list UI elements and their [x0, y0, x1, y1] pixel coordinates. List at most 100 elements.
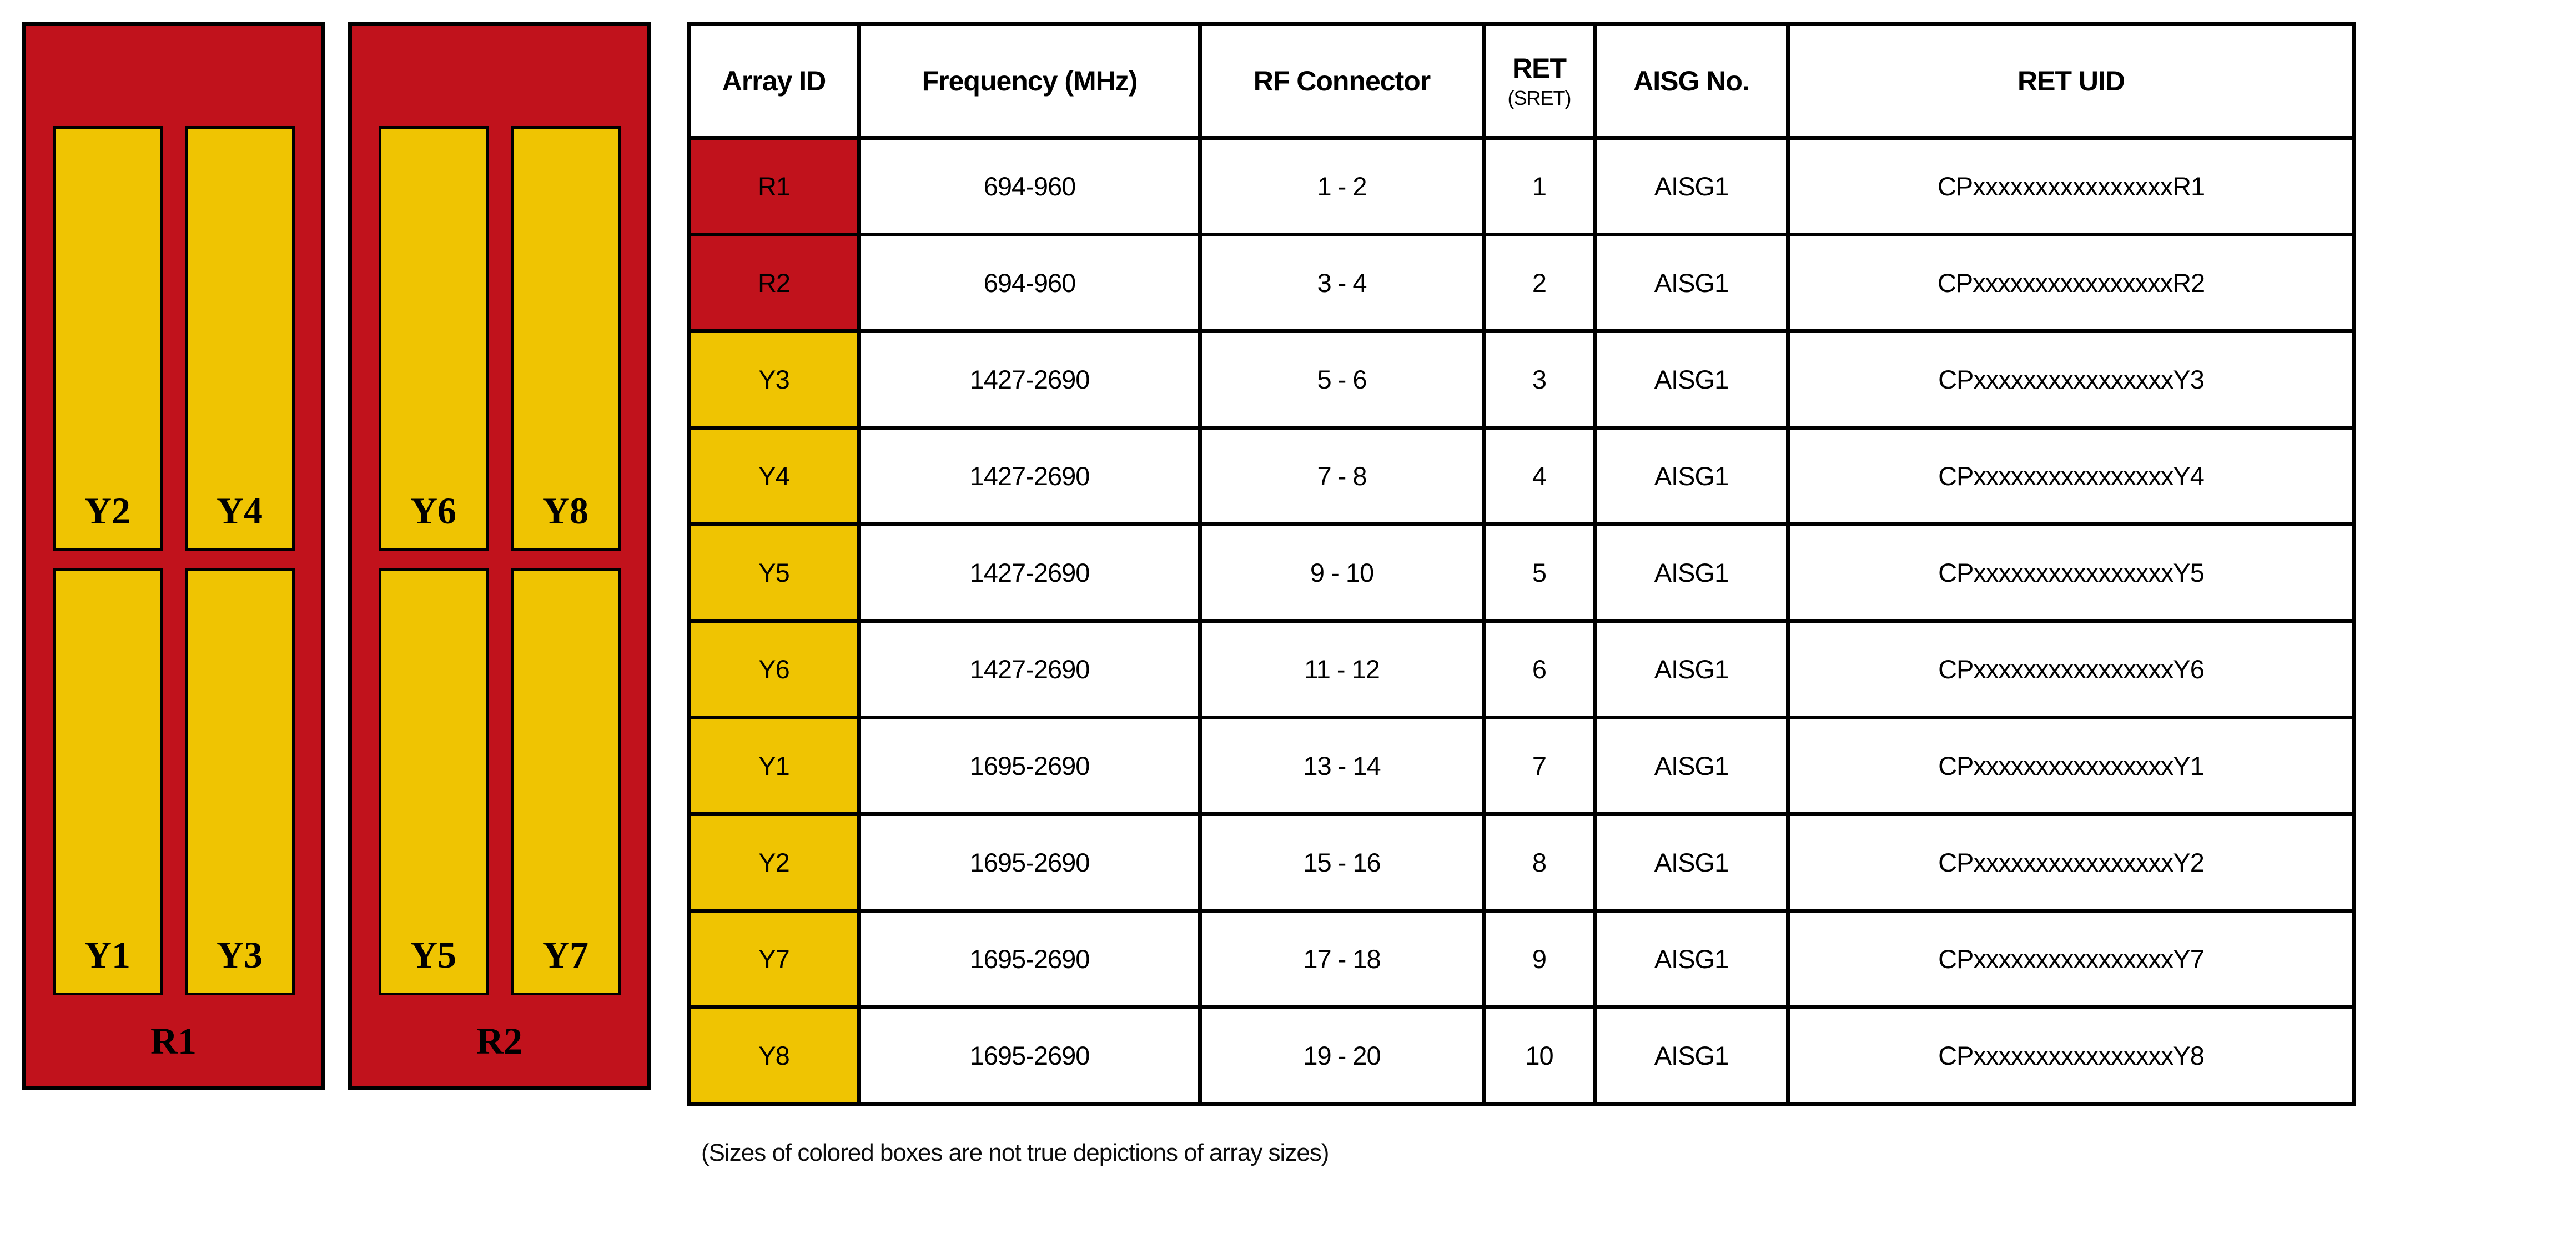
panel-r1-bottom-row: Y1 Y3 — [26, 568, 321, 995]
cell-ret: 7 — [1482, 716, 1597, 816]
cell-ret: 2 — [1482, 233, 1597, 333]
table-row: Y4 1427-2690 7 - 8 4 AISG1 CPxxxxxxxxxxx… — [687, 426, 2356, 526]
cell-aisg: AISG1 — [1593, 619, 1790, 719]
cell-array-id: Y2 — [687, 812, 861, 913]
array-box-label: Y3 — [216, 934, 263, 976]
cell-frequency: 1427-2690 — [857, 426, 1202, 526]
cell-rf-connector: 5 - 6 — [1198, 329, 1486, 430]
array-box: Y5 — [378, 568, 489, 995]
array-box: Y3 — [184, 568, 295, 995]
cell-array-id: R1 — [687, 136, 861, 236]
panel-r1-top-row: Y2 Y4 — [26, 126, 321, 551]
diagram-caption: (Sizes of colored boxes are not true dep… — [701, 1139, 1329, 1166]
cell-frequency: 694-960 — [857, 136, 1202, 236]
array-box-label: Y2 — [84, 490, 131, 532]
array-box-label: Y8 — [542, 490, 589, 532]
array-box-label: Y7 — [542, 934, 589, 976]
cell-frequency: 1427-2690 — [857, 522, 1202, 623]
cell-aisg: AISG1 — [1593, 522, 1790, 623]
cell-ret-uid: CPxxxxxxxxxxxxxxxxR1 — [1786, 136, 2356, 236]
panel-label: R1 — [150, 1020, 197, 1062]
cell-rf-connector: 19 - 20 — [1198, 1005, 1486, 1106]
cell-array-id: Y4 — [687, 426, 861, 526]
cell-rf-connector: 11 - 12 — [1198, 619, 1486, 719]
cell-frequency: 1695-2690 — [857, 1005, 1202, 1106]
table-row: R2 694-960 3 - 4 2 AISG1 CPxxxxxxxxxxxxx… — [687, 233, 2356, 333]
array-box: Y7 — [510, 568, 621, 995]
header-row: Array ID Frequency (MHz) RF Connector RE… — [687, 22, 2356, 140]
cell-aisg: AISG1 — [1593, 136, 1790, 236]
cell-aisg: AISG1 — [1593, 329, 1790, 430]
cell-frequency: 1695-2690 — [857, 812, 1202, 913]
cell-rf-connector: 17 - 18 — [1198, 909, 1486, 1009]
cell-array-id: Y3 — [687, 329, 861, 430]
cell-rf-connector: 15 - 16 — [1198, 812, 1486, 913]
cell-ret-uid: CPxxxxxxxxxxxxxxxxY6 — [1786, 619, 2356, 719]
antenna-panel-r2: Y6 Y8 Y5 Y7 R2 — [348, 22, 651, 1090]
cell-frequency: 694-960 — [857, 233, 1202, 333]
table-row: R1 694-960 1 - 2 1 AISG1 CPxxxxxxxxxxxxx… — [687, 136, 2356, 236]
cell-aisg: AISG1 — [1593, 716, 1790, 816]
table-row: Y8 1695-2690 19 - 20 10 AISG1 CPxxxxxxxx… — [687, 1005, 2356, 1106]
cell-array-id: Y1 — [687, 716, 861, 816]
array-box: Y4 — [184, 126, 295, 551]
col-header-array-id: Array ID — [687, 22, 861, 140]
ret-header-line1: RET — [1512, 53, 1567, 84]
table-row: Y6 1427-2690 11 - 12 6 AISG1 CPxxxxxxxxx… — [687, 619, 2356, 719]
cell-ret-uid: CPxxxxxxxxxxxxxxxxR2 — [1786, 233, 2356, 333]
cell-ret: 3 — [1482, 329, 1597, 430]
cell-ret-uid: CPxxxxxxxxxxxxxxxxY3 — [1786, 329, 2356, 430]
cell-array-id: Y6 — [687, 619, 861, 719]
table-row: Y7 1695-2690 17 - 18 9 AISG1 CPxxxxxxxxx… — [687, 909, 2356, 1009]
array-box-label: Y4 — [216, 490, 263, 532]
cell-array-id: Y8 — [687, 1005, 861, 1106]
cell-frequency: 1695-2690 — [857, 909, 1202, 1009]
panel-label: R2 — [476, 1020, 523, 1062]
panel-r2-top-row: Y6 Y8 — [352, 126, 647, 551]
cell-aisg: AISG1 — [1593, 812, 1790, 913]
cell-array-id: Y5 — [687, 522, 861, 623]
col-header-aisg-no: AISG No. — [1593, 22, 1790, 140]
cell-ret: 9 — [1482, 909, 1597, 1009]
cell-ret-uid: CPxxxxxxxxxxxxxxxxY7 — [1786, 909, 2356, 1009]
ret-header-line2: (SRET) — [1507, 87, 1572, 109]
array-box: Y1 — [52, 568, 163, 995]
table-row: Y5 1427-2690 9 - 10 5 AISG1 CPxxxxxxxxxx… — [687, 522, 2356, 623]
array-box: Y6 — [378, 126, 489, 551]
table-row: Y1 1695-2690 13 - 14 7 AISG1 CPxxxxxxxxx… — [687, 716, 2356, 816]
cell-frequency: 1427-2690 — [857, 329, 1202, 430]
col-header-frequency: Frequency (MHz) — [857, 22, 1202, 140]
cell-aisg: AISG1 — [1593, 1005, 1790, 1106]
cell-ret-uid: CPxxxxxxxxxxxxxxxxY1 — [1786, 716, 2356, 816]
col-header-ret: RET (SRET) — [1482, 22, 1597, 140]
cell-frequency: 1427-2690 — [857, 619, 1202, 719]
cell-rf-connector: 13 - 14 — [1198, 716, 1486, 816]
cell-ret-uid: CPxxxxxxxxxxxxxxxxY2 — [1786, 812, 2356, 913]
cell-ret: 5 — [1482, 522, 1597, 623]
array-box-label: Y5 — [410, 934, 457, 976]
col-header-ret-uid: RET UID — [1786, 22, 2356, 140]
cell-aisg: AISG1 — [1593, 426, 1790, 526]
cell-frequency: 1695-2690 — [857, 716, 1202, 816]
cell-ret: 4 — [1482, 426, 1597, 526]
cell-array-id: Y7 — [687, 909, 861, 1009]
cell-array-id: R2 — [687, 233, 861, 333]
cell-ret-uid: CPxxxxxxxxxxxxxxxxY5 — [1786, 522, 2356, 623]
cell-ret-uid: CPxxxxxxxxxxxxxxxxY4 — [1786, 426, 2356, 526]
cell-rf-connector: 1 - 2 — [1198, 136, 1486, 236]
table-row: Y2 1695-2690 15 - 16 8 AISG1 CPxxxxxxxxx… — [687, 812, 2356, 913]
array-box: Y2 — [52, 126, 163, 551]
antenna-panel-r1: Y2 Y4 Y1 Y3 R1 — [22, 22, 325, 1090]
cell-ret-uid: CPxxxxxxxxxxxxxxxxY8 — [1786, 1005, 2356, 1106]
cell-rf-connector: 9 - 10 — [1198, 522, 1486, 623]
cell-ret: 8 — [1482, 812, 1597, 913]
cell-rf-connector: 7 - 8 — [1198, 426, 1486, 526]
cell-aisg: AISG1 — [1593, 233, 1790, 333]
array-box: Y8 — [510, 126, 621, 551]
cell-aisg: AISG1 — [1593, 909, 1790, 1009]
array-box-label: Y6 — [410, 490, 457, 532]
cell-ret: 10 — [1482, 1005, 1597, 1106]
array-box-label: Y1 — [84, 934, 131, 976]
cell-ret: 1 — [1482, 136, 1597, 236]
col-header-rf-connector: RF Connector — [1198, 22, 1486, 140]
